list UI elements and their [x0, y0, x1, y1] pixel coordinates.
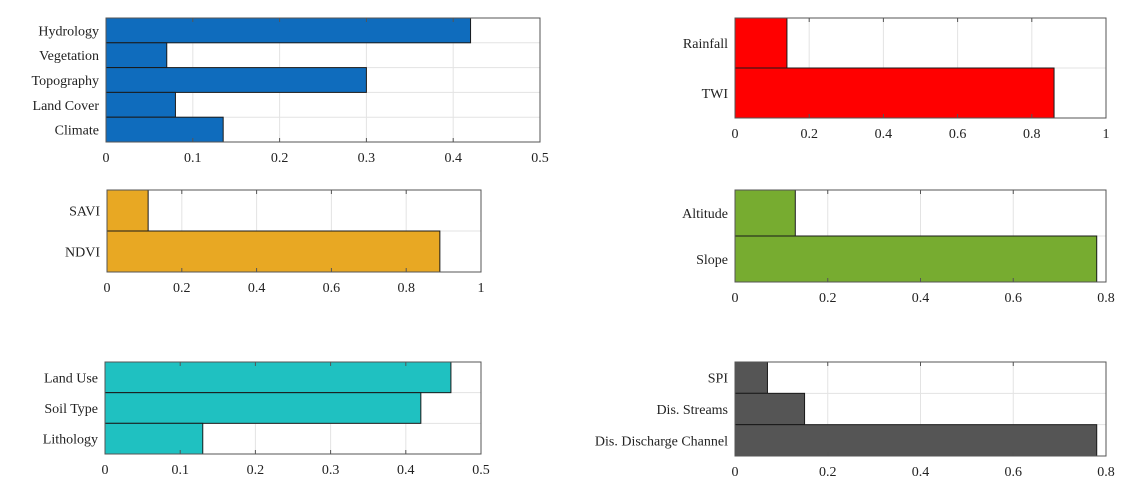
category-label: SAVI	[69, 205, 100, 220]
plot-frame	[105, 17, 541, 143]
x-tick-label: 0.2	[173, 281, 191, 296]
x-tick-label: 0.4	[444, 151, 462, 166]
x-tick-label: 0.2	[271, 151, 289, 166]
plot-frame	[104, 361, 482, 455]
bar-chart-1: Hydrology Vegetation Topography Land Cover C…	[32, 17, 549, 166]
x-tick-label: 0.4	[248, 281, 266, 296]
bar-chart-4: Altitude Slope 0 0.2 0.4 0.6 0.8	[682, 189, 1115, 306]
bar-altitude	[734, 189, 796, 237]
category-label: NDVI	[65, 246, 100, 261]
x-tick-label: 0	[103, 151, 110, 166]
bar-soil-type	[104, 392, 422, 424]
bar-slope	[734, 235, 1098, 283]
bar-twi	[734, 67, 1055, 119]
bar-chart-6: SPI Dis. Streams Dis. Discharge Channel 0 0.…	[595, 361, 1115, 479]
x-tick-label: 0.1	[184, 151, 202, 166]
x-tick-label: 0.1	[171, 463, 189, 478]
x-tick-label: 0	[102, 463, 109, 478]
x-tick-label: 0.6	[1005, 291, 1023, 306]
x-tick-label: 1	[1103, 127, 1110, 142]
category-label: Land Cover	[33, 99, 100, 114]
x-tick-label: 0.8	[1097, 291, 1115, 306]
plot-frame	[734, 17, 1107, 119]
category-label: Altitude	[682, 207, 728, 222]
x-tick-label: 1	[478, 281, 485, 296]
bar-land-use	[104, 361, 452, 394]
category-label: Soil Type	[44, 402, 98, 417]
bar-spi	[734, 361, 768, 394]
category-label: Rainfall	[683, 37, 728, 52]
bar-topography	[105, 67, 367, 93]
bar-dis-discharge-channel	[734, 424, 1098, 457]
category-label: Dis. Discharge Channel	[595, 434, 728, 449]
bar-climate	[105, 116, 224, 143]
plot-frame	[106, 189, 482, 273]
bar-dis-streams	[734, 392, 806, 426]
bar-lithology	[104, 422, 204, 455]
x-tick-label: 0.5	[531, 151, 549, 166]
x-tick-label: 0.2	[800, 127, 818, 142]
x-tick-label: 0.3	[358, 151, 376, 166]
category-label: Hydrology	[38, 24, 99, 39]
bar-chart-5: Land Use Soil Type Lithology 0 0.1 0.2 0.3 0.4 0…	[43, 361, 490, 478]
x-tick-label: 0.8	[1023, 127, 1041, 142]
bar-chart-2: Rainfall TWI 0 0.2 0.4 0.6 0.8 1	[683, 17, 1110, 142]
x-tick-label: 0.5	[472, 463, 490, 478]
x-tick-label: 0.2	[819, 465, 837, 479]
category-label: TWI	[702, 87, 729, 102]
x-tick-label: 0.4	[912, 465, 930, 479]
x-tick-label: 0.3	[322, 463, 340, 478]
x-tick-label: 0.6	[323, 281, 341, 296]
x-tick-label: 0	[104, 281, 111, 296]
x-tick-label: 0.4	[875, 127, 893, 142]
bar-savi	[106, 189, 149, 232]
category-label: Lithology	[43, 433, 98, 448]
bar-chart-3: SAVI NDVI 0 0.2 0.4 0.6 0.8 1	[65, 189, 485, 296]
x-tick-label: 0.8	[1097, 465, 1115, 479]
category-label: Slope	[696, 253, 728, 268]
bar-rainfall	[734, 17, 788, 69]
bar-ndvi	[106, 230, 441, 273]
bar-vegetation	[105, 42, 168, 69]
x-tick-label: 0.4	[397, 463, 415, 478]
x-tick-label: 0.2	[247, 463, 265, 478]
x-tick-label: 0	[732, 291, 739, 306]
category-label: Vegetation	[39, 49, 99, 64]
category-label: Dis. Streams	[656, 403, 728, 418]
x-tick-label: 0.8	[397, 281, 415, 296]
bar-hydrology	[105, 17, 472, 44]
category-label: Topography	[32, 74, 99, 89]
category-label: Land Use	[44, 371, 98, 386]
x-tick-label: 0.2	[819, 291, 837, 306]
x-tick-label: 0.4	[912, 291, 930, 306]
x-tick-label: 0.6	[949, 127, 967, 142]
category-label: Climate	[55, 124, 99, 139]
x-tick-label: 0.6	[1005, 465, 1023, 479]
x-tick-label: 0	[732, 127, 739, 142]
bar-land-cover	[105, 91, 176, 118]
x-tick-label: 0	[732, 465, 739, 479]
category-label: SPI	[708, 372, 729, 387]
